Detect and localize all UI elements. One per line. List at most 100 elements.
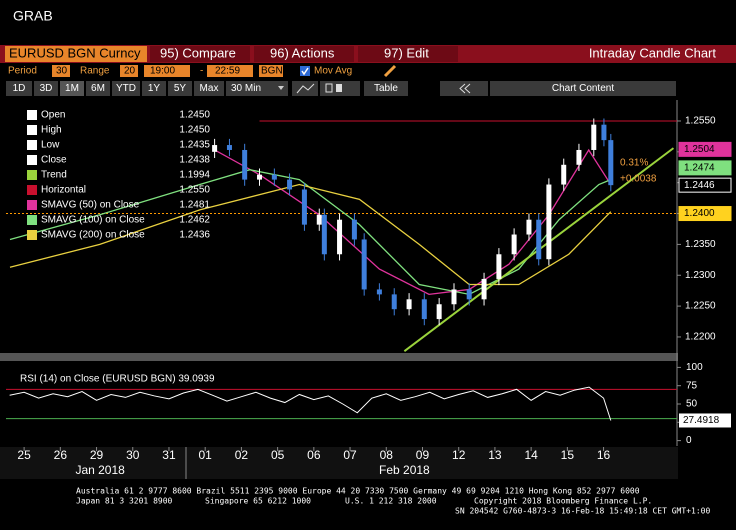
span-button[interactable] <box>6 81 32 96</box>
annotation: 0.31% <box>620 158 648 169</box>
annotation: +0.0038 <box>620 174 657 185</box>
range-field[interactable] <box>120 65 138 77</box>
y-tick-label: 1.2200 <box>685 332 716 343</box>
legend-name: High <box>41 125 62 136</box>
line-icon-button[interactable] <box>292 81 318 96</box>
menu-edit[interactable]: 97) Edit <box>384 45 429 60</box>
menu-compare[interactable]: 95) Compare <box>160 45 236 60</box>
line-icon <box>296 83 315 94</box>
legend-value: 1.2450 <box>179 110 210 121</box>
candle-body <box>536 219 542 260</box>
last-value-label: 1.2504 <box>684 144 715 155</box>
range: 20 <box>124 66 136 77</box>
candle-body <box>576 149 582 165</box>
end-field[interactable] <box>207 65 253 77</box>
y-tick-label: 0 <box>686 435 692 446</box>
dropdown-arrow <box>278 86 284 90</box>
moving-average <box>9 183 612 286</box>
span-button[interactable] <box>142 81 166 96</box>
legend-name: Trend <box>41 170 67 181</box>
legend-name: Horizontal <box>41 185 86 196</box>
pencil-icon[interactable] <box>383 64 397 78</box>
legend-value: 1.1994 <box>179 170 210 181</box>
rsi-line <box>9 386 612 421</box>
candle-body <box>287 179 293 190</box>
start-field[interactable] <box>144 65 190 77</box>
legend-swatch <box>27 140 37 150</box>
last-value-box <box>678 177 732 193</box>
legend-name: SMAVG (200) on Close <box>41 230 145 241</box>
table: Table <box>374 83 398 94</box>
last-value-label: 1.2400 <box>684 208 715 219</box>
last-value-label: 27.4918 <box>683 415 720 426</box>
candle-body <box>271 174 277 180</box>
check-mark <box>301 67 309 76</box>
start-time: 19:00 <box>150 66 175 77</box>
span-button[interactable] <box>60 81 84 96</box>
x-tick-label: 15 <box>561 448 575 462</box>
span-button[interactable] <box>194 81 224 96</box>
menu-button[interactable] <box>254 46 354 62</box>
x-tick-label: 05 <box>271 448 285 462</box>
candle-body <box>451 289 457 305</box>
x-tick-label: 08 <box>380 448 394 462</box>
x-tick-label: 29 <box>90 448 104 462</box>
legend-name: Open <box>41 110 65 121</box>
y-tick-label: 1.2250 <box>685 301 716 312</box>
menu-button[interactable] <box>150 46 250 62</box>
footer: SN 204542 G760-4873-3 16-Feb-18 15:49:18… <box>455 507 710 516</box>
candle-icon <box>325 83 333 93</box>
menu-actions[interactable]: 96) Actions <box>270 45 335 60</box>
bar-size: 30 Min <box>231 83 261 94</box>
menu-button[interactable] <box>358 46 458 62</box>
source-field[interactable] <box>259 65 283 77</box>
legend-name: Close <box>41 155 67 166</box>
source: BGN <box>261 66 283 77</box>
legend-name: SMAVG (50) on Close <box>41 200 140 211</box>
candle-body <box>361 239 367 290</box>
legend-swatch <box>27 185 37 195</box>
security-field[interactable] <box>5 46 147 62</box>
readout-panel <box>18 106 216 243</box>
bar-size-button[interactable] <box>226 81 288 96</box>
chart-content-button[interactable] <box>490 81 676 96</box>
span-button[interactable] <box>168 81 192 96</box>
candle-body <box>481 278 487 300</box>
span-label: Max <box>200 83 219 94</box>
candle-body <box>351 219 357 240</box>
span-button[interactable] <box>112 81 140 96</box>
legend-name: SMAVG (100) on Close <box>41 215 145 226</box>
last-value-box <box>678 206 732 222</box>
y-tick-label: 50 <box>686 399 698 410</box>
checkbox[interactable] <box>300 66 310 76</box>
security: EURUSD BGN Curncy <box>9 45 141 60</box>
period-label: Period <box>8 66 37 77</box>
period-field[interactable] <box>52 65 70 77</box>
candle-body <box>466 289 472 300</box>
month-label: Feb 2018 <box>379 463 430 477</box>
candle-body <box>591 124 597 150</box>
x-tick-label: 31 <box>162 448 176 462</box>
legend-value: 1.2462 <box>179 215 210 226</box>
collapse-button[interactable] <box>440 81 488 96</box>
x-tick-label: 25 <box>17 448 31 462</box>
candle-body <box>257 174 263 180</box>
footer: Singapore 65 6212 1000 <box>205 497 311 506</box>
candle-body <box>242 149 248 180</box>
mov-avg[interactable]: Mov Avg <box>314 66 352 77</box>
legend-value: 1.2450 <box>179 125 210 136</box>
span-button[interactable] <box>34 81 58 96</box>
span-button[interactable] <box>86 81 110 96</box>
y-tick-label: 1.2550 <box>685 116 716 127</box>
x-tick-label: 13 <box>488 448 502 462</box>
legend-value: 1.2435 <box>179 140 210 151</box>
last-value-label: 1.2474 <box>684 163 715 174</box>
range-label: Range <box>80 66 110 77</box>
x-tick-label: 12 <box>452 448 466 462</box>
legend-value: 1.2550 <box>179 185 210 196</box>
footer: Copyright 2018 Bloomberg Finance L.P. <box>474 497 652 506</box>
legend-value: 1.2481 <box>179 200 210 211</box>
candle-body <box>436 304 442 320</box>
table-button[interactable] <box>364 81 408 96</box>
